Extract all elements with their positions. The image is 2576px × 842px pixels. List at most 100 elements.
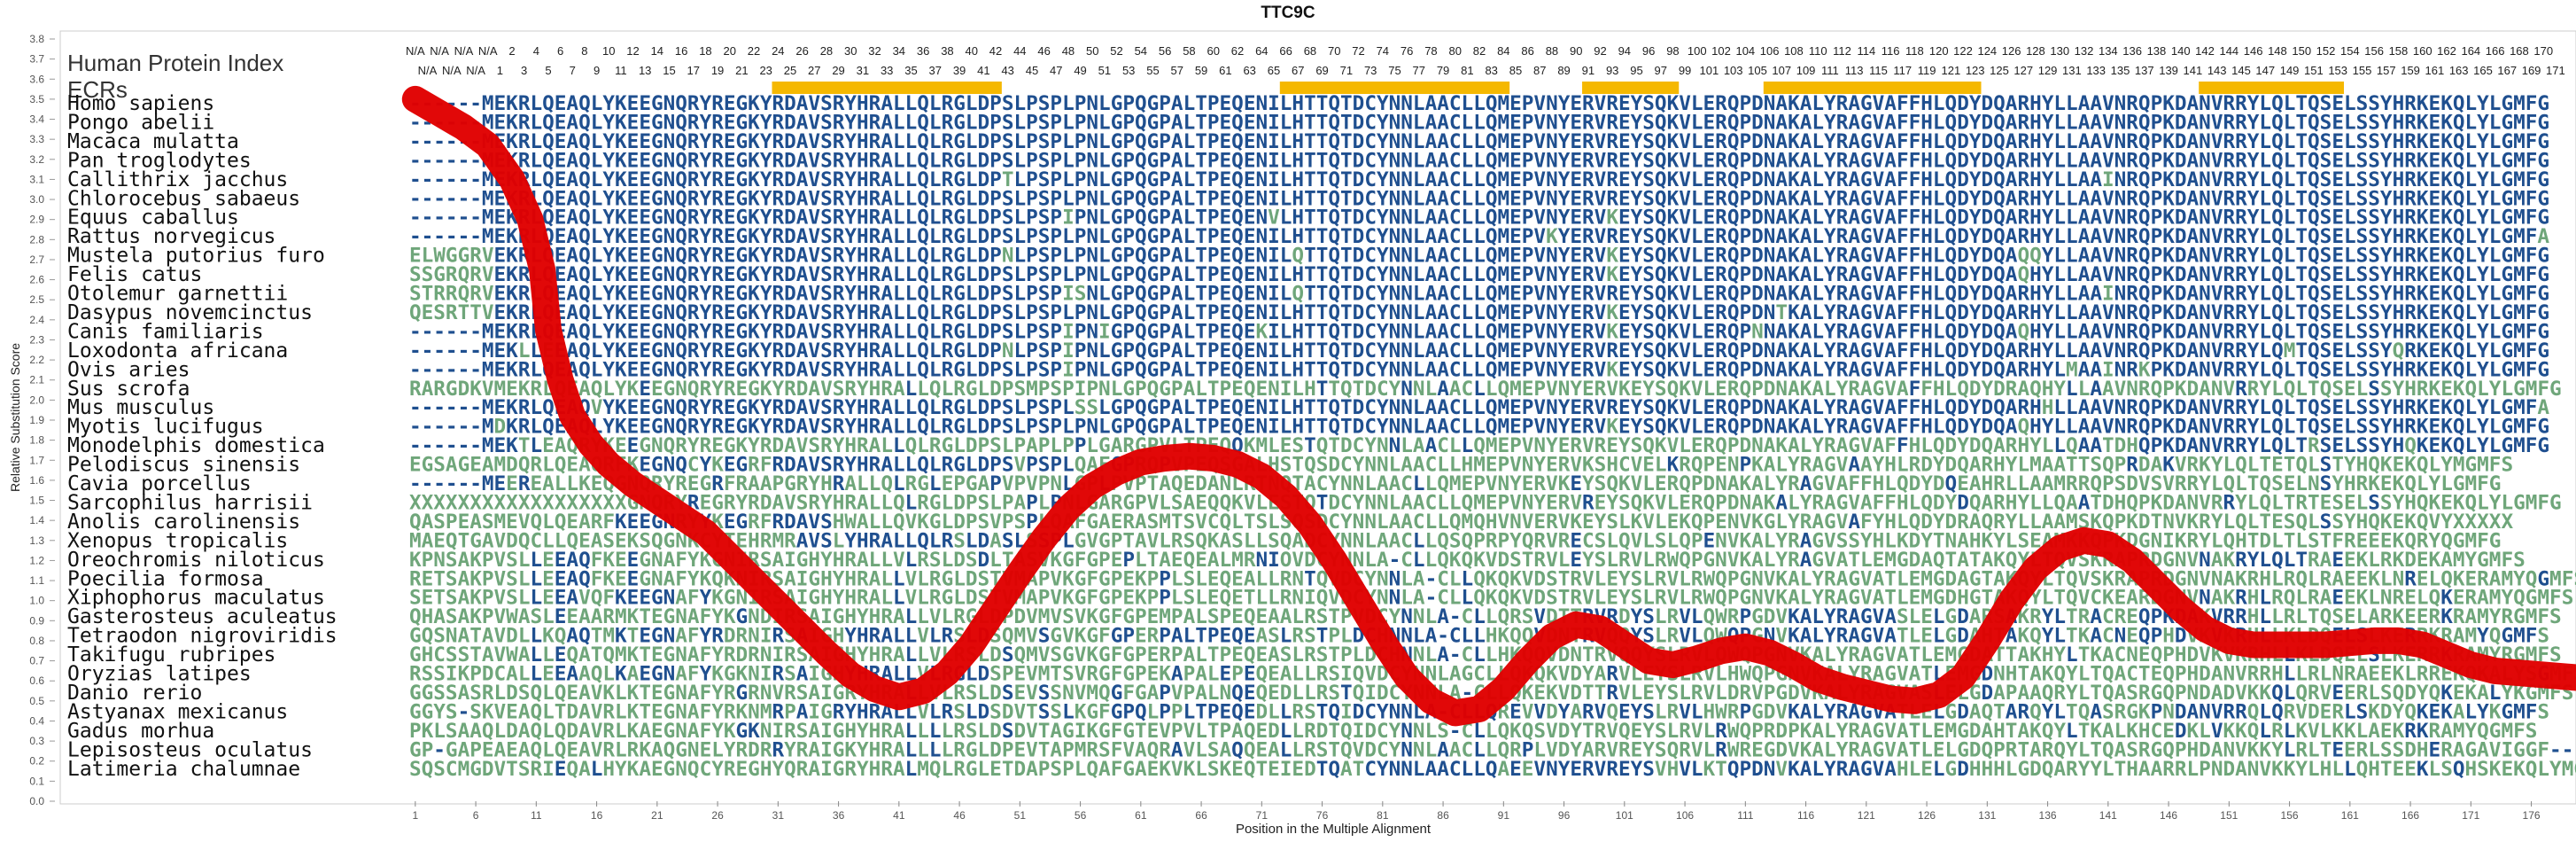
index-number: 140 [2171,44,2191,58]
index-number: 146 [2244,44,2263,58]
y-tick-label: 1.4 [29,514,44,526]
index-number: 92 [1594,44,1606,58]
y-tick-label: 3.4 [29,113,44,126]
x-tick-label: 76 [1316,809,1329,822]
x-axis-ticks: 1 6 11 16 21 26 31 36 41 46 51 56 61 66 71 76 81 86 91 96 10… [412,801,2541,822]
index-number: 18 [699,44,711,58]
species-name: Pelodiscus sinensis [67,454,300,477]
residue: N [663,92,676,115]
x-tick-label: 1 [412,809,418,822]
residue: E [2332,92,2344,115]
index-number: 99 [1679,64,1691,77]
index-number: 154 [2340,44,2360,58]
index-number: 75 [1388,64,1401,77]
sequence-rows: ------MEKRLQEAQLYKEEGNQRYREGKYRDAVSRYHRA… [409,92,2576,781]
residue: R [1582,92,1594,115]
residue: E [1220,92,1232,115]
y-tick-label: 0.9 [29,614,44,627]
y-tick-label: 1.8 [29,434,44,447]
residue: E [1244,92,1256,115]
residue: V [808,92,820,115]
y-tick-label: 0.6 [29,674,44,687]
ecr-bar [2199,82,2344,94]
index-number: 38 [941,44,953,58]
index-number: 100 [1688,44,1707,58]
index-number: 158 [2389,44,2409,58]
index-number: 43 [1001,64,1013,77]
index-number: 46 [1037,44,1050,58]
residue: - [469,92,482,115]
index-number: 17 [687,64,700,77]
species-name: Otolemur garnettii [67,283,288,306]
species-name: Poecilia formosa [67,567,264,590]
index-number: N/A [466,64,485,77]
species-name: Latimeria chalumnae [67,758,300,781]
human-protein-index-label: Human Protein Index [67,50,283,76]
index-number: 86 [1521,44,1533,58]
human-index-row-2: N/A N/A N/A 1 3 5 7 9 11 13 15 17 19 21 23 25 27 29 31 33 35… [418,64,2565,77]
index-number: 27 [808,64,820,77]
residue: A [1437,92,1449,115]
index-number: 71 [1340,64,1353,77]
index-number: 129 [2038,64,2058,77]
index-number: N/A [442,64,462,77]
x-tick-label: 81 [1377,809,1389,822]
residue: L [1691,92,1703,115]
y-tick-label: 2.2 [29,354,44,366]
residue: P [1207,92,1220,115]
x-tick-label: 146 [2160,809,2177,822]
index-number: 117 [1893,64,1912,77]
index-number: 148 [2268,44,2287,58]
index-number: 62 [1231,44,1244,58]
residue: R [687,92,700,115]
residue: L [893,92,905,115]
y-tick-label: 1.9 [29,414,44,426]
index-number: 76 [1401,44,1413,58]
index-number: 168 [2510,44,2529,58]
y-tick-label: 1.5 [29,495,44,507]
chart-title: TTC9C [1261,4,1315,22]
residue: D [1353,92,1365,115]
index-number: 23 [759,64,772,77]
residue: G [736,92,749,115]
index-number: 55 [1146,64,1159,77]
residue: H [1920,92,1933,115]
residue: Q [1231,92,1244,115]
index-number: 47 [1050,64,1062,77]
index-number: 97 [1655,64,1667,77]
index-number: 161 [2425,64,2445,77]
species-name: Tetraodon nigroviridis [67,625,338,648]
y-tick-label: 3.1 [29,173,44,185]
residue: L [2066,92,2078,115]
index-number: 48 [1062,44,1075,58]
index-number: 60 [1207,44,1219,58]
residue: A [1425,92,1438,115]
x-tick-label: 176 [2523,809,2541,822]
residue: A [1800,92,1812,115]
index-number: 19 [711,64,724,77]
residue: K [748,92,760,115]
residue: C [1364,92,1377,115]
residue: T [1340,92,1353,115]
y-axis-label: Relative Substitution Score [8,343,22,492]
index-number: 14 [651,44,663,58]
index-number: 45 [1026,64,1038,77]
residue: Y [2247,92,2260,115]
index-number: 59 [1195,64,1207,77]
plot-background [59,30,2576,805]
residue: N [1401,92,1413,115]
residue: V [1594,92,1607,115]
y-tick-label: 1.0 [29,595,44,607]
residue: L [1462,92,1474,115]
y-tick-label: 2.1 [29,374,44,386]
index-number: 123 [1966,64,1985,77]
residue: Q [1486,92,1498,115]
residue: T [1304,92,1316,115]
residue: E [494,92,507,115]
residue: Y [1631,92,1643,115]
residue: L [1933,92,1945,115]
index-number: 26 [795,44,808,58]
residue: Q [2138,92,2151,115]
species-name: Oryzias latipes [67,663,252,686]
residue: X [2501,511,2513,534]
